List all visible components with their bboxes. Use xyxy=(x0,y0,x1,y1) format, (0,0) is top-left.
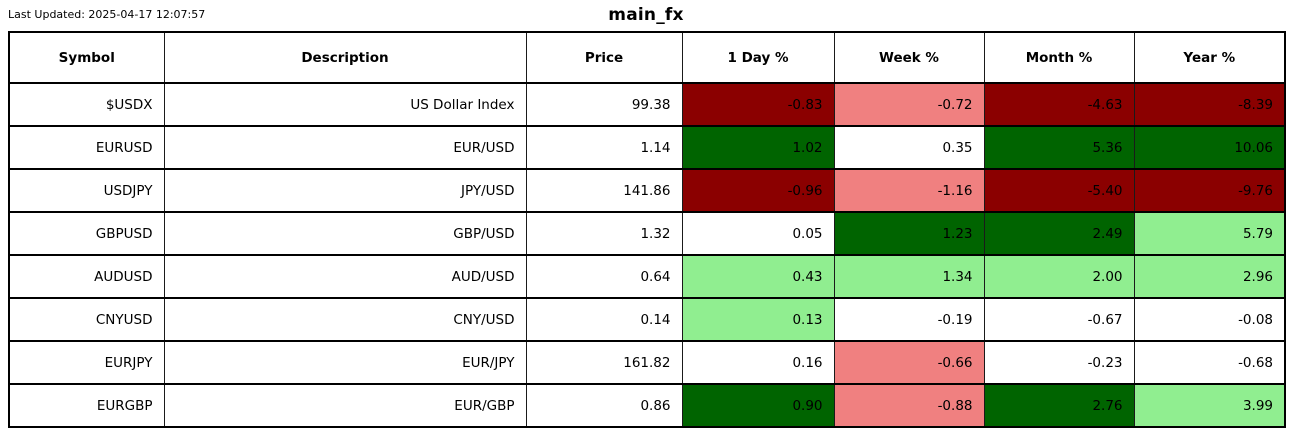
cell-year-change: 10.06 xyxy=(1133,125,1286,170)
column-header-month: Month % xyxy=(983,31,1135,84)
table-row: EURGBP EUR/GBP 0.86 0.90 -0.88 2.76 3.99 xyxy=(8,383,1286,428)
cell-price: 0.64 xyxy=(525,254,683,299)
cell-price: 141.86 xyxy=(525,168,683,213)
cell-description: JPY/USD xyxy=(163,168,527,213)
column-header-day: 1 Day % xyxy=(681,31,835,84)
cell-description: EUR/USD xyxy=(163,125,527,170)
cell-month-change: -0.23 xyxy=(983,340,1135,385)
cell-year-change: 3.99 xyxy=(1133,383,1286,428)
cell-description: CNY/USD xyxy=(163,297,527,342)
cell-price: 0.86 xyxy=(525,383,683,428)
cell-description: AUD/USD xyxy=(163,254,527,299)
fx-table: Symbol Description Price 1 Day % Week % … xyxy=(8,31,1286,428)
top-bar: Last Updated: 2025-04-17 12:07:57 main_f… xyxy=(0,0,1292,31)
cell-year-change: -9.76 xyxy=(1133,168,1286,213)
cell-year-change: -0.68 xyxy=(1133,340,1286,385)
cell-price: 1.32 xyxy=(525,211,683,256)
column-header-symbol: Symbol xyxy=(8,31,165,84)
cell-day-change: 0.13 xyxy=(681,297,835,342)
cell-symbol: AUDUSD xyxy=(8,254,165,299)
cell-month-change: -4.63 xyxy=(983,82,1135,127)
cell-week-change: 0.35 xyxy=(833,125,985,170)
page-title: main_fx xyxy=(608,5,684,25)
table-body: $USDX US Dollar Index 99.38 -0.83 -0.72 … xyxy=(8,82,1286,428)
table-row: GBPUSD GBP/USD 1.32 0.05 1.23 2.49 5.79 xyxy=(8,211,1286,256)
cell-description: US Dollar Index xyxy=(163,82,527,127)
cell-week-change: -0.19 xyxy=(833,297,985,342)
last-updated-label: Last Updated: 2025-04-17 12:07:57 xyxy=(8,8,206,21)
cell-year-change: 2.96 xyxy=(1133,254,1286,299)
cell-symbol: $USDX xyxy=(8,82,165,127)
cell-day-change: -0.96 xyxy=(681,168,835,213)
cell-month-change: 5.36 xyxy=(983,125,1135,170)
cell-symbol: GBPUSD xyxy=(8,211,165,256)
cell-day-change: 1.02 xyxy=(681,125,835,170)
cell-week-change: -0.88 xyxy=(833,383,985,428)
cell-year-change: -0.08 xyxy=(1133,297,1286,342)
cell-description: GBP/USD xyxy=(163,211,527,256)
cell-month-change: 2.00 xyxy=(983,254,1135,299)
cell-price: 99.38 xyxy=(525,82,683,127)
cell-description: EUR/GBP xyxy=(163,383,527,428)
column-header-description: Description xyxy=(163,31,527,84)
cell-day-change: 0.90 xyxy=(681,383,835,428)
cell-day-change: 0.05 xyxy=(681,211,835,256)
cell-symbol: EURUSD xyxy=(8,125,165,170)
cell-week-change: -0.72 xyxy=(833,82,985,127)
cell-price: 1.14 xyxy=(525,125,683,170)
cell-month-change: -5.40 xyxy=(983,168,1135,213)
cell-description: EUR/JPY xyxy=(163,340,527,385)
table-header-row: Symbol Description Price 1 Day % Week % … xyxy=(8,31,1286,84)
cell-day-change: -0.83 xyxy=(681,82,835,127)
cell-symbol: EURGBP xyxy=(8,383,165,428)
cell-year-change: 5.79 xyxy=(1133,211,1286,256)
cell-price: 161.82 xyxy=(525,340,683,385)
cell-day-change: 0.16 xyxy=(681,340,835,385)
cell-week-change: -1.16 xyxy=(833,168,985,213)
cell-price: 0.14 xyxy=(525,297,683,342)
cell-year-change: -8.39 xyxy=(1133,82,1286,127)
cell-week-change: 1.34 xyxy=(833,254,985,299)
cell-month-change: 2.76 xyxy=(983,383,1135,428)
cell-symbol: EURJPY xyxy=(8,340,165,385)
column-header-week: Week % xyxy=(833,31,985,84)
cell-symbol: CNYUSD xyxy=(8,297,165,342)
column-header-price: Price xyxy=(525,31,683,84)
table-row: USDJPY JPY/USD 141.86 -0.96 -1.16 -5.40 … xyxy=(8,168,1286,213)
column-header-year: Year % xyxy=(1133,31,1286,84)
table-row: AUDUSD AUD/USD 0.64 0.43 1.34 2.00 2.96 xyxy=(8,254,1286,299)
table-row: EURJPY EUR/JPY 161.82 0.16 -0.66 -0.23 -… xyxy=(8,340,1286,385)
cell-month-change: 2.49 xyxy=(983,211,1135,256)
table-row: CNYUSD CNY/USD 0.14 0.13 -0.19 -0.67 -0.… xyxy=(8,297,1286,342)
cell-month-change: -0.67 xyxy=(983,297,1135,342)
cell-week-change: -0.66 xyxy=(833,340,985,385)
table-row: $USDX US Dollar Index 99.38 -0.83 -0.72 … xyxy=(8,82,1286,127)
cell-symbol: USDJPY xyxy=(8,168,165,213)
table-row: EURUSD EUR/USD 1.14 1.02 0.35 5.36 10.06 xyxy=(8,125,1286,170)
cell-week-change: 1.23 xyxy=(833,211,985,256)
cell-day-change: 0.43 xyxy=(681,254,835,299)
